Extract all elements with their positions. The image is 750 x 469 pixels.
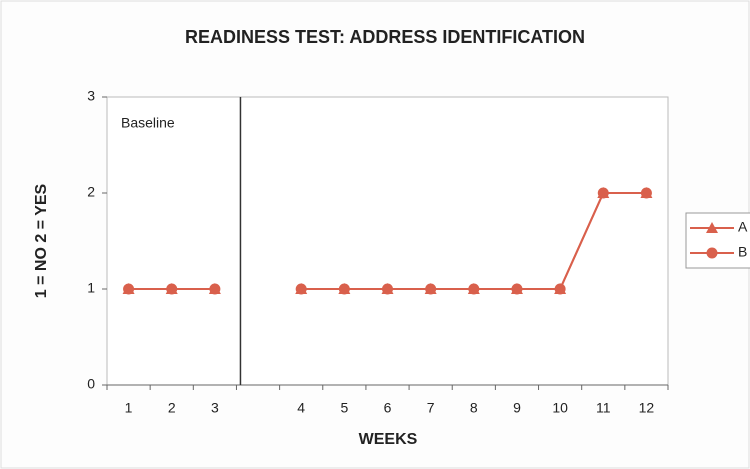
- marker-circle: [338, 283, 350, 295]
- x-tick-label: 12: [639, 400, 655, 416]
- x-tick-label: 1: [125, 400, 133, 416]
- y-tick-label: 2: [87, 184, 95, 200]
- legend-label: B: [738, 244, 747, 260]
- marker-circle: [468, 283, 480, 295]
- y-axis-title: 1 = NO 2 = YES: [33, 183, 50, 298]
- y-tick-label: 3: [87, 88, 95, 104]
- x-tick-label: 9: [513, 400, 521, 416]
- legend-label: A: [738, 219, 748, 235]
- marker-circle: [597, 187, 609, 199]
- x-tick-label: 8: [470, 400, 478, 416]
- marker-circle: [209, 283, 221, 295]
- marker-circle: [554, 283, 566, 295]
- marker-circle: [295, 283, 307, 295]
- x-tick-label: 6: [384, 400, 392, 416]
- x-tick-label: 11: [596, 400, 611, 416]
- marker-circle: [166, 283, 178, 295]
- x-tick-label: 3: [211, 400, 219, 416]
- marker-circle: [425, 283, 437, 295]
- x-tick-label: 2: [168, 400, 176, 416]
- marker-circle: [382, 283, 393, 295]
- marker-circle: [511, 283, 523, 295]
- marker-triangle: [706, 222, 718, 233]
- marker-circle: [640, 187, 652, 199]
- marker-circle: [706, 247, 718, 259]
- y-tick-label: 0: [87, 376, 95, 392]
- legend-box: [685, 212, 750, 269]
- phase-annotation: Baseline: [121, 115, 175, 131]
- y-tick-label: 1: [87, 280, 95, 296]
- x-tick-label: 10: [552, 400, 568, 416]
- x-axis-title: WEEKS: [359, 431, 418, 448]
- x-tick-label: 5: [340, 400, 348, 416]
- plot-area: [106, 96, 669, 386]
- x-tick-label: 4: [297, 400, 305, 416]
- marker-circle: [123, 283, 135, 295]
- chart-title: READINESS TEST: ADDRESS IDENTIFICATION: [185, 27, 585, 47]
- x-tick-label: 7: [427, 400, 435, 416]
